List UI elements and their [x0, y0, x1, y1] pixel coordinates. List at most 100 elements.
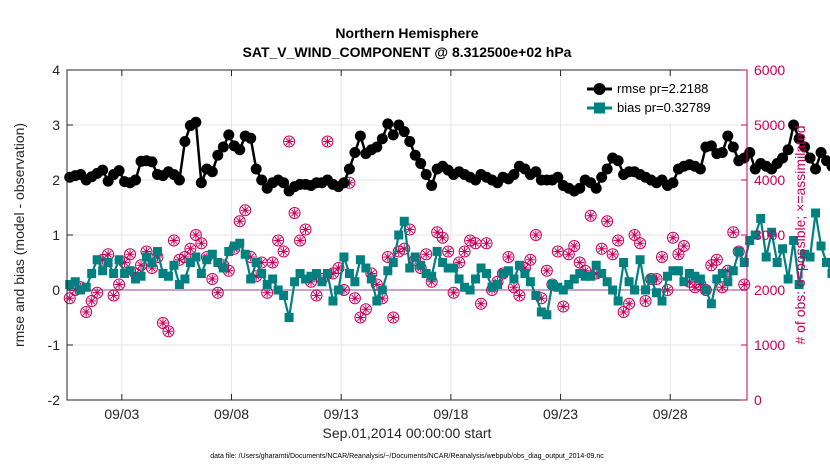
- bias-point: [492, 280, 502, 289]
- bias-point: [794, 280, 804, 289]
- obs-assimilated-point: [339, 285, 349, 295]
- bias-point: [284, 313, 294, 322]
- bias-point: [602, 277, 612, 287]
- bias-point: [520, 269, 530, 278]
- obs-assimilated-point: [383, 252, 393, 262]
- bias-point: [591, 260, 601, 270]
- rmse-point: [354, 130, 366, 142]
- obs-assimilated-point: [460, 247, 470, 256]
- rmse-point: [612, 155, 624, 167]
- bias-point: [580, 271, 590, 281]
- rmse-point: [97, 164, 109, 176]
- obs-assimilated-point: [580, 266, 590, 276]
- obs-assimilated-point: [103, 249, 113, 259]
- bias-point: [487, 282, 497, 292]
- obs-assimilated-point: [333, 263, 343, 273]
- obs-assimilated-point: [443, 247, 453, 256]
- bias-point: [416, 260, 426, 270]
- rmse-point: [130, 174, 142, 186]
- chart-title: Northern Hemisphere: [335, 25, 478, 41]
- bias-point: [723, 277, 733, 287]
- bias-point: [191, 252, 201, 262]
- obs-assimilated-point: [432, 227, 442, 237]
- obs-assimilated-point: [394, 247, 404, 256]
- obs-assimilated-point: [597, 244, 607, 254]
- obs-assimilated-point: [630, 230, 640, 240]
- bias-point: [805, 252, 815, 262]
- obs-assimilated-point: [98, 255, 108, 265]
- obs-possible-point: [387, 311, 400, 324]
- rmse-point: [804, 152, 816, 164]
- bias-point: [312, 269, 322, 278]
- bias-point: [695, 274, 705, 284]
- obs-assimilated-point: [662, 285, 672, 295]
- obs-assimilated-point: [509, 282, 519, 292]
- bias-point: [196, 269, 206, 278]
- bias-point: [586, 271, 596, 281]
- obs-possible-point: [699, 284, 712, 296]
- obs-possible-point: [606, 248, 619, 261]
- rmse-point: [426, 180, 438, 191]
- obs-possible-point: [211, 286, 224, 299]
- obs-assimilated-point: [427, 277, 437, 287]
- obs-assimilated-point: [421, 249, 431, 259]
- obs-assimilated-point: [372, 280, 382, 289]
- bias-point: [673, 266, 683, 276]
- rmse-point: [234, 144, 246, 156]
- rmse-point: [705, 140, 717, 152]
- rmse-point: [343, 163, 355, 175]
- rmse-point: [574, 182, 586, 194]
- obs-possible-point: [85, 295, 98, 307]
- obs-assimilated-point: [613, 236, 623, 245]
- bias-point: [822, 258, 830, 267]
- rmse-point: [173, 174, 185, 186]
- bias-point: [531, 291, 541, 300]
- obs-possible-point: [310, 289, 323, 302]
- bias-point: [701, 285, 711, 295]
- obs-assimilated-point: [388, 313, 398, 322]
- obs-assimilated-point: [295, 236, 305, 245]
- bias-point: [778, 244, 788, 254]
- obs-possible-point: [272, 234, 285, 247]
- obs-assimilated-point: [191, 230, 201, 240]
- bias-point: [366, 274, 376, 284]
- obs-possible-point: [107, 289, 120, 302]
- bias-point: [147, 258, 157, 267]
- obs-assimilated-point: [284, 137, 294, 146]
- obs-possible-point: [299, 223, 312, 236]
- obs-possible-point: [113, 278, 126, 291]
- obs-assimilated-point: [366, 269, 376, 278]
- bias-point: [690, 271, 700, 281]
- bias-point: [328, 296, 338, 306]
- rmse-point: [190, 116, 202, 128]
- obs-assimilated-point: [290, 208, 300, 218]
- y2-tick-label: 6000: [754, 62, 785, 78]
- bias-point: [471, 274, 481, 284]
- obs-possible-point: [348, 292, 361, 305]
- obs-assimilated-point: [684, 277, 694, 287]
- obs-possible-point: [156, 317, 169, 329]
- obs-assimilated-point: [147, 263, 157, 273]
- obs-assimilated-point: [180, 252, 190, 262]
- bias-point: [525, 277, 535, 287]
- bias-point: [547, 280, 557, 289]
- obs-possible-point: [277, 245, 290, 258]
- bias-point: [81, 282, 91, 292]
- obs-assimilated-point: [158, 318, 168, 328]
- rmse-point: [530, 166, 542, 178]
- bias-point: [268, 274, 278, 284]
- bias-point: [432, 247, 442, 256]
- obs-assimilated-point: [405, 225, 415, 234]
- obs-assimilated-point: [717, 282, 727, 292]
- bias-point: [624, 277, 634, 287]
- bias-point: [652, 288, 662, 298]
- rmse-point: [667, 177, 679, 189]
- obs-possible-point: [420, 248, 433, 261]
- rmse-point: [398, 126, 410, 138]
- bias-point: [163, 271, 173, 281]
- obs-assimilated-point: [196, 238, 206, 248]
- y-tick-label: 2: [52, 172, 60, 188]
- bias-point: [750, 230, 760, 240]
- obs-assimilated-point: [92, 288, 102, 298]
- obs-possible-point: [195, 237, 208, 250]
